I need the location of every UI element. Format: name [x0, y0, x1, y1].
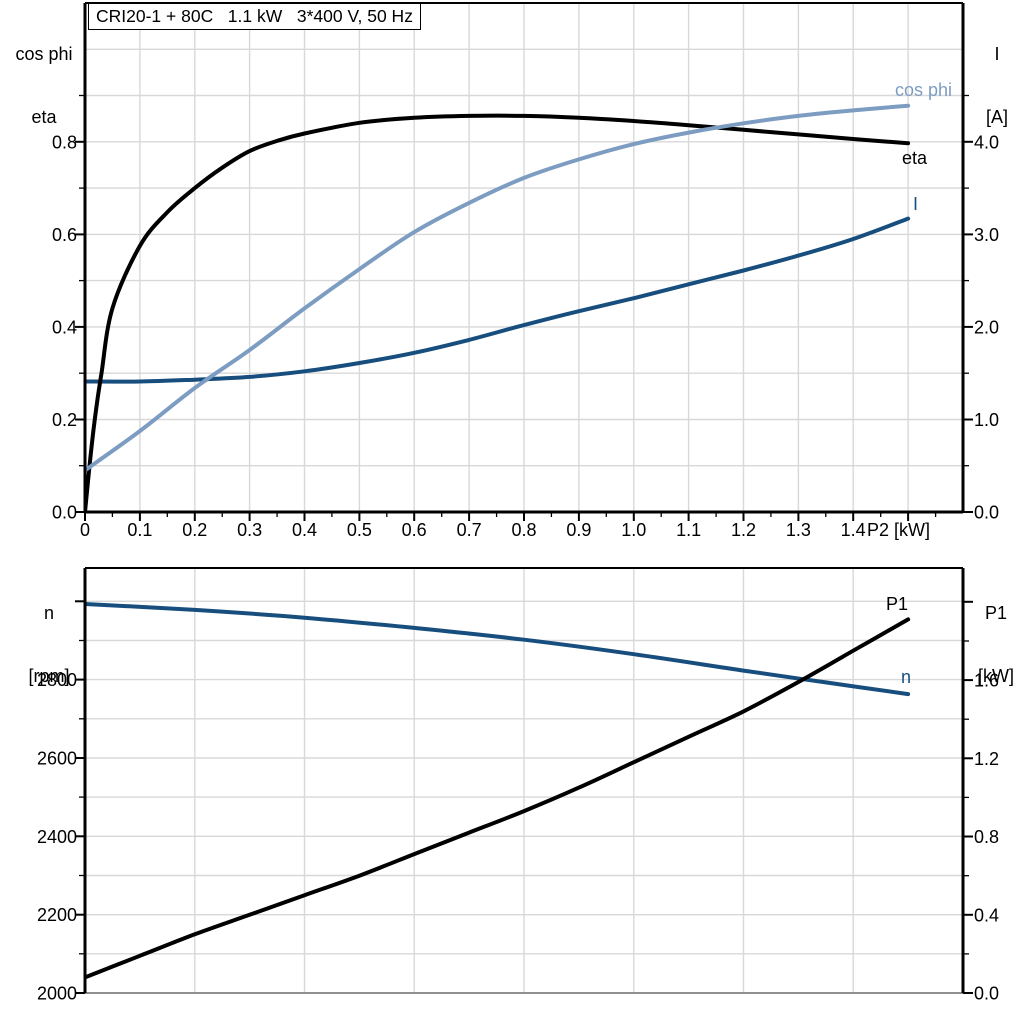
tick-label: 0.6	[52, 225, 77, 245]
tick-label: 0.8	[974, 827, 999, 847]
tick-label: 0.0	[974, 503, 999, 523]
curve-cos_phi	[85, 103, 911, 473]
tick-label: 1.2	[731, 520, 756, 540]
tick-label: 0.4	[974, 905, 999, 925]
top-right-axis-title: I [A]	[973, 2, 1021, 170]
axis-title-line: [A]	[985, 107, 1008, 127]
bottom-left-axis-title: n [rpm]	[16, 561, 82, 729]
tick-label: 2800	[37, 670, 77, 690]
axis-title-line: n	[43, 603, 54, 623]
tick-label: 2400	[37, 827, 77, 847]
axis-title-line: P1	[984, 603, 1008, 623]
curve-label-eta: eta	[902, 148, 928, 168]
tick-label: 1.1	[676, 520, 701, 540]
tick-label: 0.1	[127, 520, 152, 540]
tick-label: 0.0	[52, 503, 77, 523]
tick-label: 0.4	[52, 317, 77, 337]
tick-label: 0.4	[292, 520, 317, 540]
tick-label: 0.3	[237, 520, 262, 540]
curve-label-cos-phi: cos phi	[894, 80, 952, 100]
chart-title-box: CRI20-1 + 80C 1.1 kW 3*400 V, 50 Hz	[88, 3, 421, 30]
top-left-axis-title: cos phi eta	[6, 2, 82, 170]
tick-label: 1.0	[621, 520, 646, 540]
axis-title-line: I	[994, 44, 1000, 64]
tick-label: 1.2	[974, 749, 999, 769]
axis-title-line: cos phi	[15, 44, 73, 64]
chart-0: 0.0 0.2 0.4 0.6 0.8 0.0 1.0 2.0 3.0 4.0 0 0.1 0.2 0.3…	[52, 2, 999, 540]
tick-label: 2200	[37, 905, 77, 925]
tick-label: 1.3	[786, 520, 811, 540]
tick-label: 2.0	[974, 317, 999, 337]
tick-label: 2000	[37, 984, 77, 1004]
tick-label: 1.4	[841, 520, 866, 540]
axis-title-line: [rpm]	[28, 666, 70, 686]
curve-label-n: n	[901, 667, 912, 687]
tick-label: 0	[80, 520, 90, 540]
tick-label: 1.6	[974, 671, 999, 691]
axis-title-line: [kW]	[978, 666, 1014, 686]
tick-label: 0.2	[182, 520, 207, 540]
tick-label: 0.8	[511, 520, 536, 540]
tick-label: 0.0	[974, 984, 999, 1004]
tick-label: 3.0	[974, 225, 999, 245]
tick-label: 0.6	[402, 520, 427, 540]
tick-label: 0.8	[52, 132, 77, 152]
curve-label-p1: P1	[886, 594, 909, 614]
curve-label-current: I	[913, 194, 919, 214]
tick-label: 0.7	[457, 520, 482, 540]
curve-speed	[85, 602, 911, 697]
tick-label: 0.5	[347, 520, 372, 540]
tick-label: 0.9	[566, 520, 591, 540]
curve-eta	[85, 113, 911, 512]
tick-label: 0.2	[52, 410, 77, 430]
tick-label: 2600	[37, 748, 77, 768]
curve-input_power	[85, 617, 911, 980]
curve-current	[85, 216, 911, 384]
chart-1: 2000 2200 2400 2600 2800 0.0 0.4 0.8 1.2 1.6	[37, 567, 999, 1004]
tick-label: 1.0	[974, 410, 999, 430]
x-axis-unit-label: P2 [kW]	[867, 520, 930, 540]
tick-label: 4.0	[974, 132, 999, 152]
axis-title-line: eta	[31, 107, 57, 127]
bottom-right-axis-title: P1 [kW]	[969, 561, 1023, 729]
